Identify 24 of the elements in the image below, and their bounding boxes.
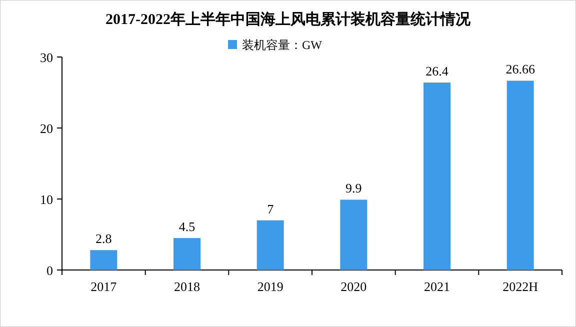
chart-title: 2017-2022年上半年中国海上风电累计装机容量统计情况 bbox=[106, 10, 472, 28]
data-label: 2.8 bbox=[96, 231, 112, 246]
data-label: 7 bbox=[267, 201, 274, 216]
data-label: 26.4 bbox=[426, 64, 449, 79]
x-tick-label: 2017 bbox=[90, 279, 118, 294]
y-tick-label: 10 bbox=[40, 192, 53, 207]
bar bbox=[424, 82, 450, 270]
data-label: 9.9 bbox=[346, 180, 362, 196]
data-label: 26.66 bbox=[506, 62, 536, 77]
y-tick-label: 30 bbox=[40, 50, 53, 65]
x-tick-label: 2020 bbox=[340, 279, 367, 294]
bar bbox=[256, 220, 284, 270]
legend-label: 装机容量：GW bbox=[242, 38, 323, 52]
x-tick-label: 2018 bbox=[174, 279, 200, 294]
bar bbox=[90, 250, 118, 270]
y-tick-label: 0 bbox=[46, 263, 53, 278]
x-tick-label: 2019 bbox=[257, 279, 284, 294]
data-label: 4.5 bbox=[178, 219, 196, 234]
x-tick-label: 2021 bbox=[424, 279, 450, 294]
bar bbox=[340, 200, 368, 270]
x-tick-label: 2022H bbox=[502, 279, 538, 294]
y-tick-label: 20 bbox=[40, 121, 53, 136]
bar bbox=[506, 80, 534, 270]
bar bbox=[174, 238, 200, 270]
